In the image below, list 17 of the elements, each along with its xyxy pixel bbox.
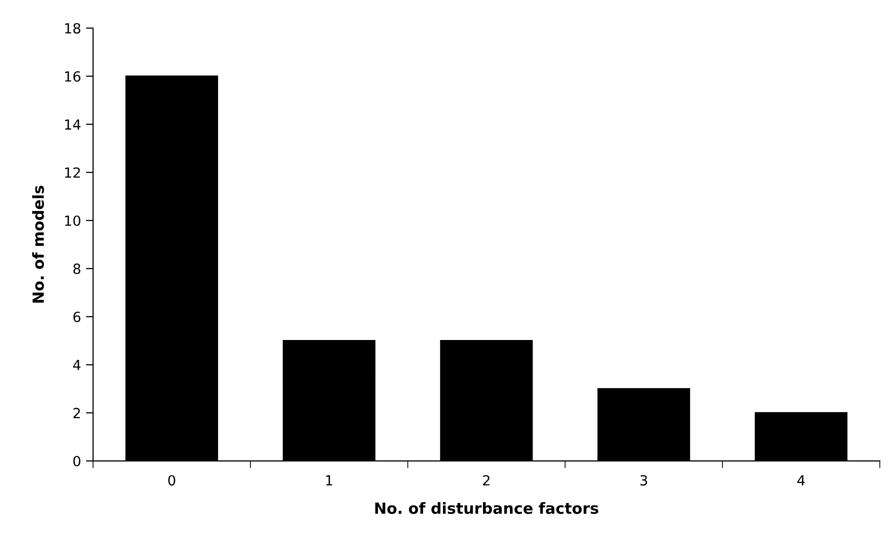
- y-tick-label: 8: [73, 264, 80, 274]
- x-tick-label: 1: [326, 475, 332, 486]
- y-tick-label: 2: [73, 408, 80, 418]
- y-tick-label: 18: [65, 23, 80, 34]
- x-tick-label: 2: [483, 475, 490, 486]
- x-tick-label: 0: [168, 475, 176, 486]
- x-axis-title: No. of disturbance factors: [375, 502, 598, 514]
- y-tick-label: 12: [65, 167, 80, 178]
- y-tick-label: 0: [73, 456, 80, 466]
- y-tick-label: 16: [65, 71, 80, 82]
- y-axis-title: No. of models: [32, 186, 44, 303]
- y-tick-label: 14: [65, 119, 80, 130]
- x-tick-label: 3: [640, 475, 648, 486]
- y-tick-label: 4: [73, 360, 80, 370]
- y-tick-label: 10: [65, 215, 80, 226]
- x-tick-label: 4: [797, 475, 805, 486]
- y-tick-label: 6: [73, 312, 80, 322]
